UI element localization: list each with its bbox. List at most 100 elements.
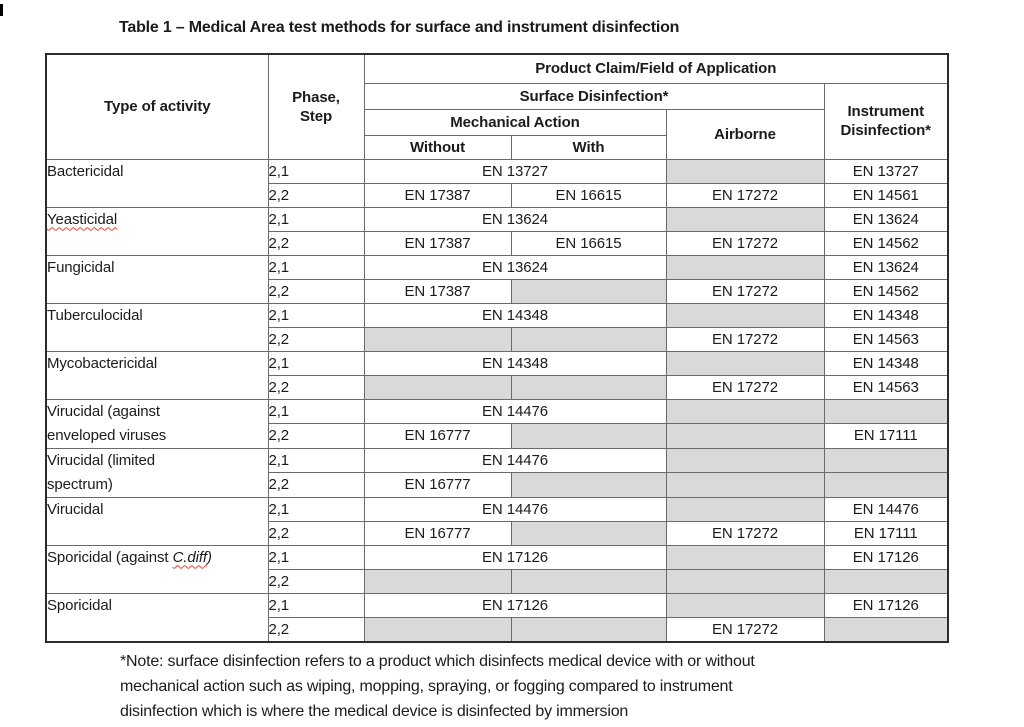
activity-label-segment: ) [207,548,212,566]
activity-cell: Mycobactericidal [45,350,269,400]
phase-step-cell: 2,2 [267,568,365,594]
table-row: 2,2 EN 17387 EN 16615 EN 17272 EN 14561 [46,182,949,208]
empty-shaded-cell [665,302,825,328]
empty-shaded-cell [510,278,667,304]
empty-shaded-cell [823,398,949,424]
standard-code-cell: EN 13624 [823,206,949,232]
empty-shaded-cell [363,326,512,352]
standard-code-cell: EN 14476 [363,398,667,424]
activity-label-segment: Mycobactericidal [47,354,158,372]
empty-shaded-cell [510,374,667,400]
activity-label-line: Tuberculocidal [47,304,267,328]
empty-shaded-cell [510,616,667,642]
empty-shaded-cell [823,472,949,498]
empty-shaded-cell [510,326,667,352]
header-mechanical-action: Mechanical Action [363,108,667,136]
standard-code-cell: EN 13727 [363,158,667,184]
phase-step-cell: 2,1 [267,254,365,280]
activity-label-line: Bactericidal [47,160,267,184]
empty-shaded-cell [665,472,825,498]
activity-label-segment: Bactericidal [47,162,124,180]
table-row: Sporicidal 2,1 EN 17126 EN 17126 [45,592,949,642]
empty-shaded-cell [510,520,667,546]
table-row: Yeasticidal 2,1 EN 13624 EN 13624 [45,206,949,256]
phase-step-cell: 2,1 [267,544,365,570]
standard-code-cell: EN 16777 [363,520,512,546]
table-row: Sporicidal (against C.diff) 2,1 EN 17126 EN… [45,544,949,594]
phase-step-cell: 2,1 [267,350,365,376]
phase-step-cell: 2,2 [267,472,365,498]
table-row: 2,2 EN 16777 EN 17111 [46,423,949,449]
header-instrument-disinfection: Instrument Disinfection* [823,82,949,160]
phase-step-cell: 2,1 [267,158,365,184]
table-row: 2,2 EN 17272 EN 14563 [46,326,949,352]
activity-label-segment: Sporicidal (against [47,548,173,566]
activity-label-segment: Yeasticidal [47,210,118,228]
empty-shaded-cell [665,350,825,376]
standard-code-cell: EN 17111 [823,423,949,449]
table-row: 2,2 EN 17272 [46,616,949,642]
standard-code-cell: EN 16777 [363,472,512,498]
activity-label-line: enveloped viruses [47,424,267,448]
phase-step-cell: 2,1 [267,496,365,522]
header-product-claim: Product Claim/Field of Application [363,53,949,84]
table-row: 2,2 EN 16777 EN 17272 EN 17111 [46,520,949,546]
standard-code-cell: EN 17272 [665,278,825,304]
phase-step-cell: 2,1 [267,302,365,328]
table-row: Mycobactericidal 2,1 EN 14348 EN 14348 [45,350,949,400]
empty-shaded-cell [363,374,512,400]
empty-shaded-cell [823,568,949,594]
header-phase-step-line2: Step [299,107,333,125]
phase-step-cell: 2,2 [267,278,365,304]
phase-step-cell: 2,2 [267,374,365,400]
empty-shaded-cell [363,616,512,642]
standard-code-cell: EN 13624 [363,254,667,280]
activity-cell: Bactericidal [45,158,269,208]
phase-step-cell: 2,1 [267,447,365,473]
activity-label-segment: Virucidal (against [47,402,160,420]
activity-label-line: Yeasticidal [47,208,267,232]
activity-cell: Fungicidal [45,254,269,304]
disinfection-test-methods-table: Type of activity Phase, Step Product Cla… [45,53,949,643]
table-row: 2,2 EN 17387 EN 16615 EN 17272 EN 14562 [46,230,949,256]
standard-code-cell: EN 17272 [665,326,825,352]
activity-cell: Virucidal (against enveloped viruses [45,398,269,449]
standard-code-cell: EN 13727 [823,158,949,184]
standard-code-cell: EN 17387 [363,182,512,208]
activity-label-segment: Tuberculocidal [47,306,143,324]
footnote: *Note: surface disinfection refers to a … [120,649,755,724]
footnote-line-2: mechanical action such as wiping, moppin… [120,678,733,695]
empty-shaded-cell [665,592,825,618]
activity-cell: Virucidal (limited spectrum) [45,447,269,498]
header-airborne: Airborne [665,108,825,160]
standard-code-cell: EN 17126 [363,592,667,618]
table-header: Type of activity Phase, Step Product Cla… [45,53,949,160]
phase-step-cell: 2,2 [267,326,365,352]
standard-code-cell: EN 16615 [510,230,667,256]
standard-code-cell: EN 13624 [823,254,949,280]
table-row: 2,2 EN 17272 EN 14563 [46,374,949,400]
standard-code-cell: EN 17272 [665,374,825,400]
table-row: Fungicidal 2,1 EN 13624 EN 13624 [45,254,949,304]
standard-code-cell: EN 14562 [823,230,949,256]
empty-shaded-cell [665,158,825,184]
standard-code-cell: EN 14348 [823,302,949,328]
table-title: Table 1 – Medical Area test methods for … [119,19,680,36]
header-type-of-activity: Type of activity [45,53,269,160]
standard-code-cell: EN 16777 [363,423,512,449]
phase-step-cell: 2,1 [267,398,365,424]
activity-label-line: Mycobactericidal [47,352,267,376]
standard-code-cell: EN 14348 [363,350,667,376]
activity-cell: Tuberculocidal [45,302,269,352]
activity-label-segment: C.diff [172,548,208,566]
table-row: Virucidal (limited spectrum) 2,1 EN 14476 [45,447,949,498]
empty-shaded-cell [665,496,825,522]
phase-step-cell: 2,1 [267,592,365,618]
activity-label-segment: Virucidal (limited [47,451,155,469]
activity-cell: Yeasticidal [45,206,269,256]
standard-code-cell: EN 17272 [665,616,825,642]
activity-label-segment: Fungicidal [47,258,115,276]
activity-cell: Sporicidal (against C.diff) [45,544,269,594]
phase-step-cell: 2,1 [267,206,365,232]
empty-shaded-cell [510,568,667,594]
